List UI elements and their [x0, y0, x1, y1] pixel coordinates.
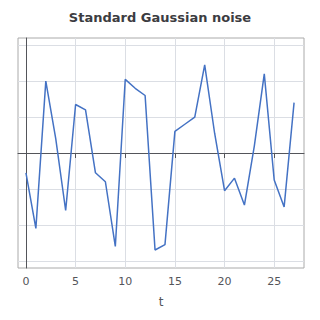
svg-text:5: 5: [72, 275, 79, 288]
svg-text:20: 20: [218, 275, 232, 288]
svg-text:15: 15: [168, 275, 182, 288]
svg-text:Standard Gaussian noise: Standard Gaussian noise: [69, 10, 251, 25]
svg-text:t: t: [159, 295, 164, 309]
svg-text:0: 0: [22, 275, 29, 288]
svg-text:10: 10: [118, 275, 132, 288]
svg-text:25: 25: [267, 275, 281, 288]
